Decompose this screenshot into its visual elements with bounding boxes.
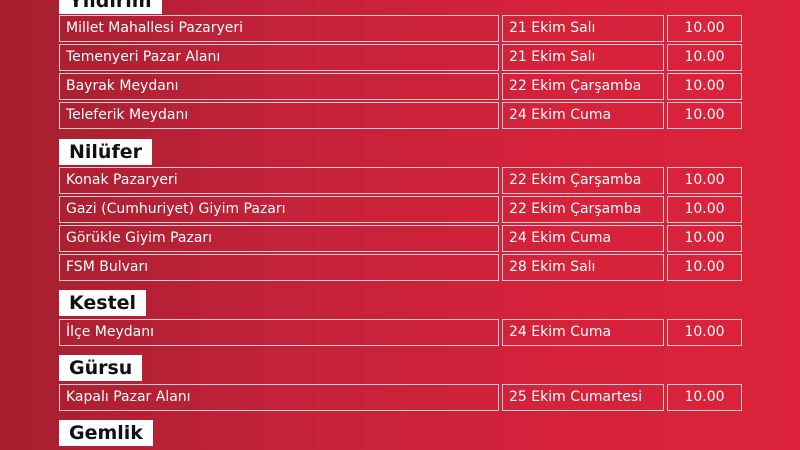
place-cell: FSM Bulvarı [59, 254, 499, 281]
table-row: Teleferik Meydanı 24 Ekim Cuma 10.00 [59, 102, 742, 129]
date-cell: 21 Ekim Salı [502, 44, 664, 71]
time-cell: 10.00 [667, 319, 742, 346]
place-cell: Millet Mahallesi Pazaryeri [59, 15, 499, 42]
time-cell: 10.00 [667, 44, 742, 71]
time-cell: 10.00 [667, 73, 742, 100]
time-cell: 10.00 [667, 196, 742, 223]
date-cell: 22 Ekim Çarşamba [502, 73, 664, 100]
date-cell: 22 Ekim Çarşamba [502, 167, 664, 194]
place-cell: Bayrak Meydanı [59, 73, 499, 100]
date-cell: 24 Ekim Cuma [502, 225, 664, 252]
place-cell: Kapalı Pazar Alanı [59, 384, 499, 411]
place-cell: Görükle Giyim Pazarı [59, 225, 499, 252]
table-row: Görükle Giyim Pazarı 24 Ekim Cuma 10.00 [59, 225, 742, 252]
table-row: Konak Pazaryeri 22 Ekim Çarşamba 10.00 [59, 167, 742, 194]
place-cell: İlçe Meydanı [59, 319, 499, 346]
place-cell: Temenyeri Pazar Alanı [59, 44, 499, 71]
place-cell: Konak Pazaryeri [59, 167, 499, 194]
place-cell: Teleferik Meydanı [59, 102, 499, 129]
district-header: Yıldırım [59, 0, 162, 14]
district-header: Nilüfer [59, 139, 152, 165]
time-cell: 10.00 [667, 225, 742, 252]
place-cell: Gazi (Cumhuriyet) Giyim Pazarı [59, 196, 499, 223]
date-cell: 24 Ekim Cuma [502, 102, 664, 129]
table-row: Bayrak Meydanı 22 Ekim Çarşamba 10.00 [59, 73, 742, 100]
time-cell: 10.00 [667, 102, 742, 129]
district-header: Gemlik [59, 420, 153, 446]
table-row: Millet Mahallesi Pazaryeri 21 Ekim Salı 10… [59, 15, 742, 42]
time-cell: 10.00 [667, 384, 742, 411]
table-row: Gazi (Cumhuriyet) Giyim Pazarı 22 Ekim Ça… [59, 196, 742, 223]
table-row: Temenyeri Pazar Alanı 21 Ekim Salı 10.00 [59, 44, 742, 71]
district-header: Gürsu [59, 355, 143, 381]
time-cell: 10.00 [667, 167, 742, 194]
date-cell: 25 Ekim Cumartesi [502, 384, 664, 411]
date-cell: 21 Ekim Salı [502, 15, 664, 42]
date-cell: 24 Ekim Cuma [502, 319, 664, 346]
table-row: Kapalı Pazar Alanı 25 Ekim Cumartesi 10.00 [59, 384, 742, 411]
date-cell: 22 Ekim Çarşamba [502, 196, 664, 223]
table-row: İlçe Meydanı 24 Ekim Cuma 10.00 [59, 319, 742, 346]
district-header: Kestel [59, 290, 147, 316]
date-cell: 28 Ekim Salı [502, 254, 664, 281]
time-cell: 10.00 [667, 15, 742, 42]
table-row: FSM Bulvarı 28 Ekim Salı 10.00 [59, 254, 742, 281]
time-cell: 10.00 [667, 254, 742, 281]
